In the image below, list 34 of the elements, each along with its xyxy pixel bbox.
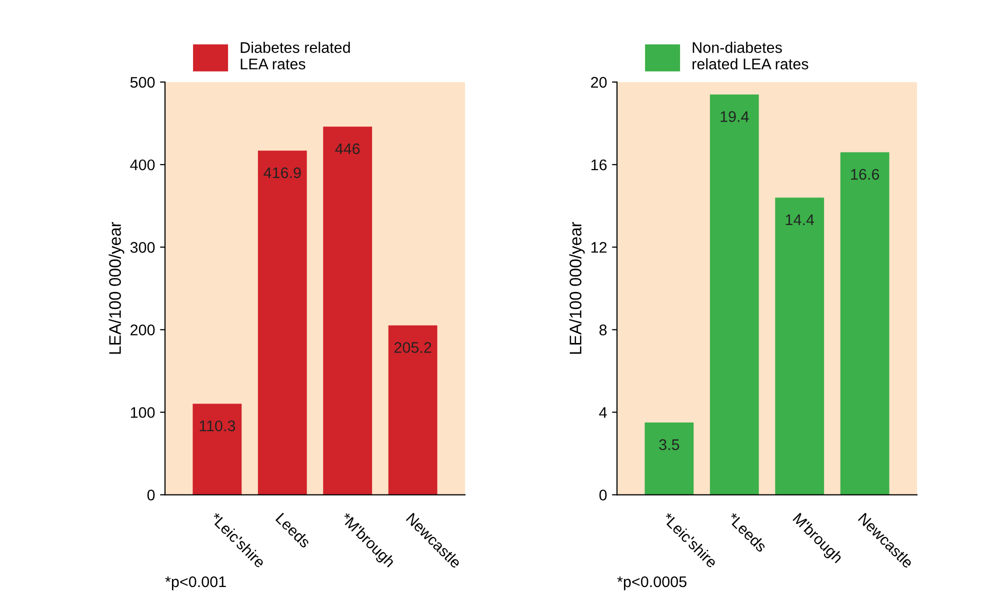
data-label: 16.6: [851, 168, 880, 180]
bar: [710, 94, 759, 495]
data-label: 19.4: [720, 111, 749, 122]
y-tick-label: 500: [130, 76, 155, 88]
y-tick-label: 400: [130, 159, 155, 170]
bar: [840, 152, 890, 495]
y-axis-title: LEA/100 000/year: [108, 222, 124, 354]
data-label: 3.5: [659, 439, 680, 450]
y-tick-label: 200: [130, 324, 155, 336]
data-label: 14.4: [786, 214, 814, 226]
y-tick-label: 8: [599, 324, 607, 336]
y-tick-label: 16: [591, 159, 607, 170]
y-tick-label: 12: [591, 242, 607, 253]
y-tick-label: 300: [130, 242, 155, 253]
y-tick-label: 100: [130, 407, 155, 418]
data-label: 446: [335, 143, 360, 154]
data-label: 416.9: [264, 167, 301, 178]
y-tick-label: 0: [147, 490, 155, 500]
legend-label: Diabetes related LEA rates: [240, 42, 350, 70]
bar: [323, 126, 372, 495]
data-label: 205.2: [394, 342, 432, 353]
legend-label: Non-diabetes related LEA rates: [692, 42, 808, 70]
bar: [258, 150, 307, 495]
bar: [192, 404, 242, 495]
text: *p<0.001: [165, 576, 226, 590]
bar: [644, 422, 694, 495]
y-axis-title: LEA/100 000/year: [569, 222, 585, 354]
text: *p<0.0005: [617, 576, 686, 590]
bar: [388, 325, 438, 495]
bar: [775, 198, 824, 495]
y-tick-label: 0: [599, 490, 607, 500]
data-label: 110.3: [200, 420, 236, 432]
y-tick-label: 4: [599, 407, 607, 418]
y-tick-label: 20: [591, 76, 607, 88]
